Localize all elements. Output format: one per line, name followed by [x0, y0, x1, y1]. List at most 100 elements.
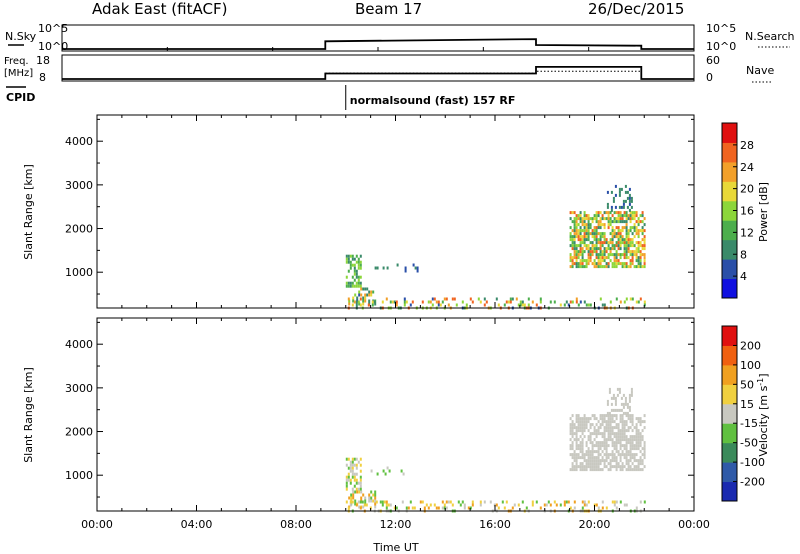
echo-cell — [605, 256, 608, 260]
echo-cell — [539, 506, 542, 510]
echo-cell — [617, 450, 620, 454]
echo-cell — [625, 441, 628, 445]
echo-cell — [639, 423, 642, 427]
echo-cell — [597, 420, 600, 424]
echo-cell — [467, 506, 470, 510]
echo-cell — [603, 432, 606, 436]
echo-cell — [619, 414, 622, 418]
echo-cell — [403, 300, 406, 304]
echo-cell — [489, 500, 492, 504]
echo-cell — [395, 506, 398, 510]
echo-cell — [591, 235, 594, 239]
echo-cell — [571, 265, 574, 269]
echo-cell — [624, 411, 627, 415]
echo-cell — [357, 481, 360, 485]
echo-cell — [386, 266, 389, 270]
echo-cell — [571, 262, 574, 266]
echo-cell — [579, 229, 582, 233]
echo-cell — [615, 506, 618, 510]
echo-cell — [627, 229, 630, 233]
echo-cell — [569, 259, 572, 263]
echo-cell — [603, 438, 606, 442]
echo-cell — [507, 300, 510, 304]
echo-cell — [587, 226, 590, 230]
echo-cell — [641, 265, 644, 269]
echo-cell — [610, 190, 613, 194]
echo-cell — [579, 238, 582, 242]
colorbar-tick-label: 200 — [740, 339, 761, 352]
echo-cell — [585, 453, 588, 457]
echo-cell — [411, 300, 414, 304]
echo-cell — [641, 429, 644, 433]
echo-cell — [359, 475, 362, 479]
echo-cell — [615, 262, 618, 266]
echo-cell — [575, 459, 578, 463]
echo-cell — [585, 426, 588, 430]
echo-cell — [595, 226, 598, 230]
echo-cell — [573, 465, 576, 469]
echo-cell — [402, 472, 405, 476]
echo-cell — [589, 223, 592, 227]
echo-cell — [404, 269, 407, 273]
echo-cell — [639, 459, 642, 463]
colorbar-segment — [722, 200, 737, 221]
echo-cell — [639, 220, 642, 224]
echo-cell — [571, 468, 574, 472]
echo-cell — [641, 420, 644, 424]
echo-cell — [626, 411, 629, 415]
echo-cell — [362, 296, 365, 300]
echo-cell — [583, 223, 586, 227]
echo-cell — [627, 241, 630, 245]
echo-cell — [617, 262, 620, 266]
echo-cell — [593, 462, 596, 466]
echo-cell — [351, 487, 354, 491]
x-tick-label: 16:00 — [479, 518, 511, 531]
echo-cell — [641, 459, 644, 463]
echo-cell — [603, 223, 606, 227]
echo-cell — [583, 435, 586, 439]
echo-cell — [601, 214, 604, 218]
echo-cell — [471, 503, 474, 507]
echo-cell — [620, 402, 623, 406]
echo-cell — [617, 232, 620, 236]
echo-cell — [372, 493, 375, 497]
colorbar-segment — [722, 326, 737, 346]
echo-cell — [439, 303, 442, 307]
echo-cell — [635, 444, 638, 448]
echo-cell — [614, 399, 617, 403]
echo-cell — [358, 302, 361, 306]
echo-cell — [627, 417, 630, 421]
echo-cell — [622, 205, 625, 209]
colorbar-segment — [722, 259, 737, 280]
echo-cell — [609, 223, 612, 227]
echo-cell — [601, 423, 604, 427]
echo-cell — [603, 232, 606, 236]
echo-cell — [585, 423, 588, 427]
echo-cell — [599, 265, 602, 269]
echo-cell — [623, 465, 626, 469]
echo-cell — [575, 438, 578, 442]
echo-cell — [429, 300, 432, 304]
echo-cell — [623, 241, 626, 245]
echo-cell — [400, 469, 403, 473]
echo-cell — [597, 444, 600, 448]
echo-cell — [357, 278, 360, 282]
echo-cell — [497, 303, 500, 307]
echo-cell — [593, 426, 596, 430]
echo-cell — [597, 223, 600, 227]
echo-cell — [585, 503, 588, 507]
echo-cell — [619, 444, 622, 448]
echo-cell — [571, 426, 574, 430]
echo-cell — [587, 435, 590, 439]
echo-cell — [621, 429, 624, 433]
echo-cell — [605, 247, 608, 251]
echo-cell — [355, 478, 358, 482]
echo-cell — [364, 299, 367, 303]
echo-cell — [643, 262, 646, 266]
echo-cell — [635, 229, 638, 233]
echo-cell — [354, 502, 357, 506]
echo-cell — [581, 247, 584, 251]
echo-cell — [631, 438, 634, 442]
echo-cell — [609, 247, 612, 251]
